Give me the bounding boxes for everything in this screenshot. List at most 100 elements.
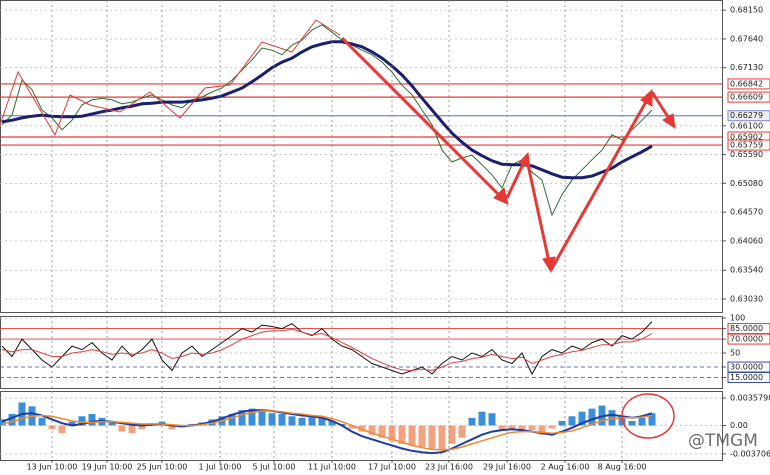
y-tick-label: 0.65080	[730, 179, 763, 188]
histogram-bar	[238, 410, 246, 426]
y-tick-label: 0.00	[730, 421, 748, 430]
histogram-bar	[118, 425, 126, 432]
y-tick-label: 15.0000	[730, 373, 763, 382]
x-tick-label: 25 Jun 10:00	[137, 463, 188, 472]
histogram-bar	[558, 420, 566, 426]
arrow	[549, 99, 649, 271]
y-tick-label: 100	[730, 314, 745, 323]
y-tick-label: 0.67640	[730, 34, 763, 43]
histogram-bar	[58, 425, 66, 434]
y-tick-label: 0.67130	[730, 63, 763, 72]
x-tick-label: 11 Jul 10:00	[308, 463, 356, 472]
level-box	[727, 91, 770, 103]
highlight-circle	[621, 393, 675, 439]
y-tick-label: 0.65590	[730, 150, 763, 159]
level-box	[727, 78, 770, 90]
histogram-bar	[588, 408, 596, 426]
histogram-bar	[348, 425, 356, 429]
level-label: 0.66279	[730, 111, 763, 120]
arrow-head	[640, 88, 653, 107]
level-box	[727, 139, 770, 151]
histogram-bar	[378, 425, 386, 438]
level-label: 0.65759	[730, 141, 763, 150]
histogram-bar	[8, 414, 16, 426]
y-tick-box	[727, 333, 770, 345]
y-tick-label: -0.003706	[730, 449, 770, 458]
y-tick-label: 50	[730, 349, 740, 358]
annotations	[0, 19, 676, 439]
histogram-bar	[78, 416, 86, 426]
y-tick-label: 70.0000	[730, 335, 763, 344]
histogram-bar	[608, 410, 616, 426]
level-label: 0.66842	[730, 79, 763, 88]
histogram-bar	[248, 408, 256, 426]
level-box	[727, 110, 770, 122]
histogram-bar	[568, 416, 576, 426]
watermark: @TMGM	[688, 431, 758, 451]
arrow-head	[493, 187, 509, 205]
x-tick-label: 29 Jul 16:00	[483, 463, 531, 472]
histogram-bar	[228, 414, 236, 426]
x-tick-label: 2 Aug 16:00	[541, 463, 590, 472]
arrow	[525, 159, 551, 263]
histogram-bar	[468, 417, 476, 426]
histogram-bar	[528, 425, 536, 431]
histogram-bar	[298, 417, 306, 426]
histogram-bar	[578, 411, 586, 426]
panel-frame	[0, 0, 723, 313]
histogram-bar	[418, 425, 426, 447]
x-tick-label: 13 Jun 10:00	[27, 463, 78, 472]
zigzag	[0, 19, 341, 137]
y-tick-label: 0.0035798	[730, 394, 770, 403]
histogram-bar	[428, 425, 436, 449]
histogram-bar	[288, 416, 296, 426]
arrow	[505, 159, 527, 199]
x-tick-label: 8 Aug 16:00	[598, 463, 647, 472]
panel-frame	[0, 316, 723, 389]
histogram-bar	[278, 414, 286, 426]
y-tick-label: 0.64060	[730, 236, 763, 245]
histogram-bar	[648, 413, 656, 426]
y-tick-label: 0.63540	[730, 266, 763, 275]
series-line	[1, 328, 653, 372]
histogram-bar	[138, 425, 146, 430]
x-tick-label: 23 Jul 16:00	[425, 463, 473, 472]
arrow	[650, 91, 672, 121]
histogram-bar	[498, 425, 506, 431]
histogram-bar	[458, 425, 466, 438]
histogram-bar	[548, 425, 556, 429]
histogram-bar	[318, 417, 326, 426]
histogram-bar	[368, 425, 376, 435]
y-tick-label: 30.0000	[730, 363, 763, 372]
histogram-bar	[38, 417, 46, 426]
y-tick-label: 85.0000	[730, 324, 763, 333]
histogram-bar	[128, 425, 136, 434]
arrow-head	[662, 113, 676, 130]
histogram-bar	[628, 420, 636, 426]
histogram-bar	[258, 410, 266, 426]
histogram-bar	[478, 411, 486, 426]
x-tick-label: 19 Jun 10:00	[82, 463, 133, 472]
y-tick-label: 0.68150	[730, 6, 763, 15]
y-tick-label: 0.64570	[730, 208, 763, 217]
x-tick-label: 5 Jul 10:00	[253, 463, 296, 472]
histogram-bar	[308, 416, 316, 426]
x-tick-label: 1 Jul 10:00	[199, 463, 242, 472]
series-line	[1, 410, 653, 451]
y-tick-box	[727, 372, 770, 384]
series-line	[1, 40, 653, 180]
histogram-bar	[168, 425, 176, 430]
series-line	[1, 24, 653, 217]
histogram-bar	[398, 425, 406, 444]
histogram-bar	[268, 413, 276, 426]
y-tick-label: 0.66100	[730, 121, 763, 130]
histogram-bar	[638, 417, 646, 426]
arrow	[340, 36, 504, 200]
histogram-bar	[508, 425, 516, 429]
histogram-bar	[448, 425, 456, 444]
histogram-bar	[108, 421, 116, 426]
histogram-bar	[408, 425, 416, 446]
